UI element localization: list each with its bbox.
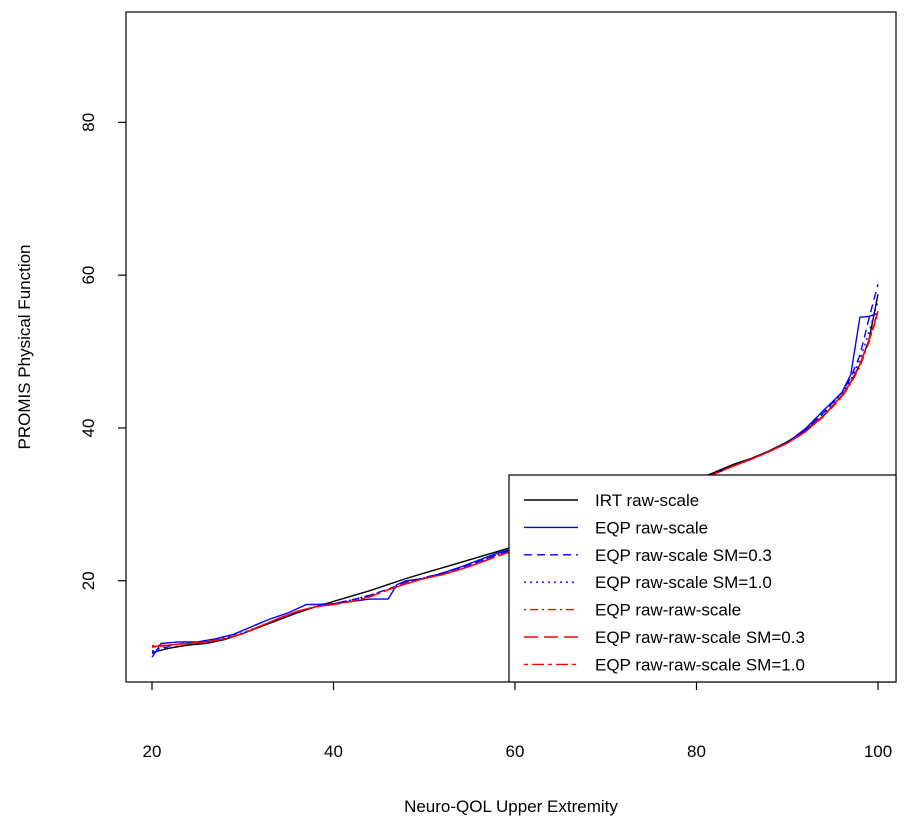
y-tick-label-80: 80 [79, 113, 98, 132]
legend-box [508, 474, 897, 683]
series-line-3 [151, 284, 879, 655]
legend-label-3: EQP raw-scale SM=0.3 [595, 546, 772, 565]
x-tick-label-60: 60 [506, 742, 525, 761]
legend-label-1: IRT raw-scale [595, 491, 699, 510]
legend-label-6: EQP raw-raw-scale SM=0.3 [595, 628, 805, 647]
legend: IRT raw-scale EQP raw-scale EQP raw-scale … [508, 474, 897, 683]
y-tick-label-40: 40 [79, 419, 98, 438]
legend-label-7: EQP raw-raw-scale SM=1.0 [595, 655, 805, 674]
legend-label-4: EQP raw-scale SM=1.0 [595, 573, 772, 592]
y-tick-label-60: 60 [79, 266, 98, 285]
y-tick-label-20: 20 [79, 571, 98, 590]
y-axis: 20 40 60 80 [79, 113, 126, 590]
x-tick-label-20: 20 [143, 742, 162, 761]
x-axis-title: Neuro-QOL Upper Extremity [404, 797, 618, 816]
x-tick-label-100: 100 [864, 742, 892, 761]
y-axis-title: PROMIS Physical Function [15, 244, 34, 449]
x-axis: 20 40 60 80 100 [143, 682, 892, 761]
x-tick-label-40: 40 [324, 742, 343, 761]
legend-label-5: EQP raw-raw-scale [595, 601, 741, 620]
x-tick-label-80: 80 [687, 742, 706, 761]
legend-label-2: EQP raw-scale [595, 518, 708, 537]
